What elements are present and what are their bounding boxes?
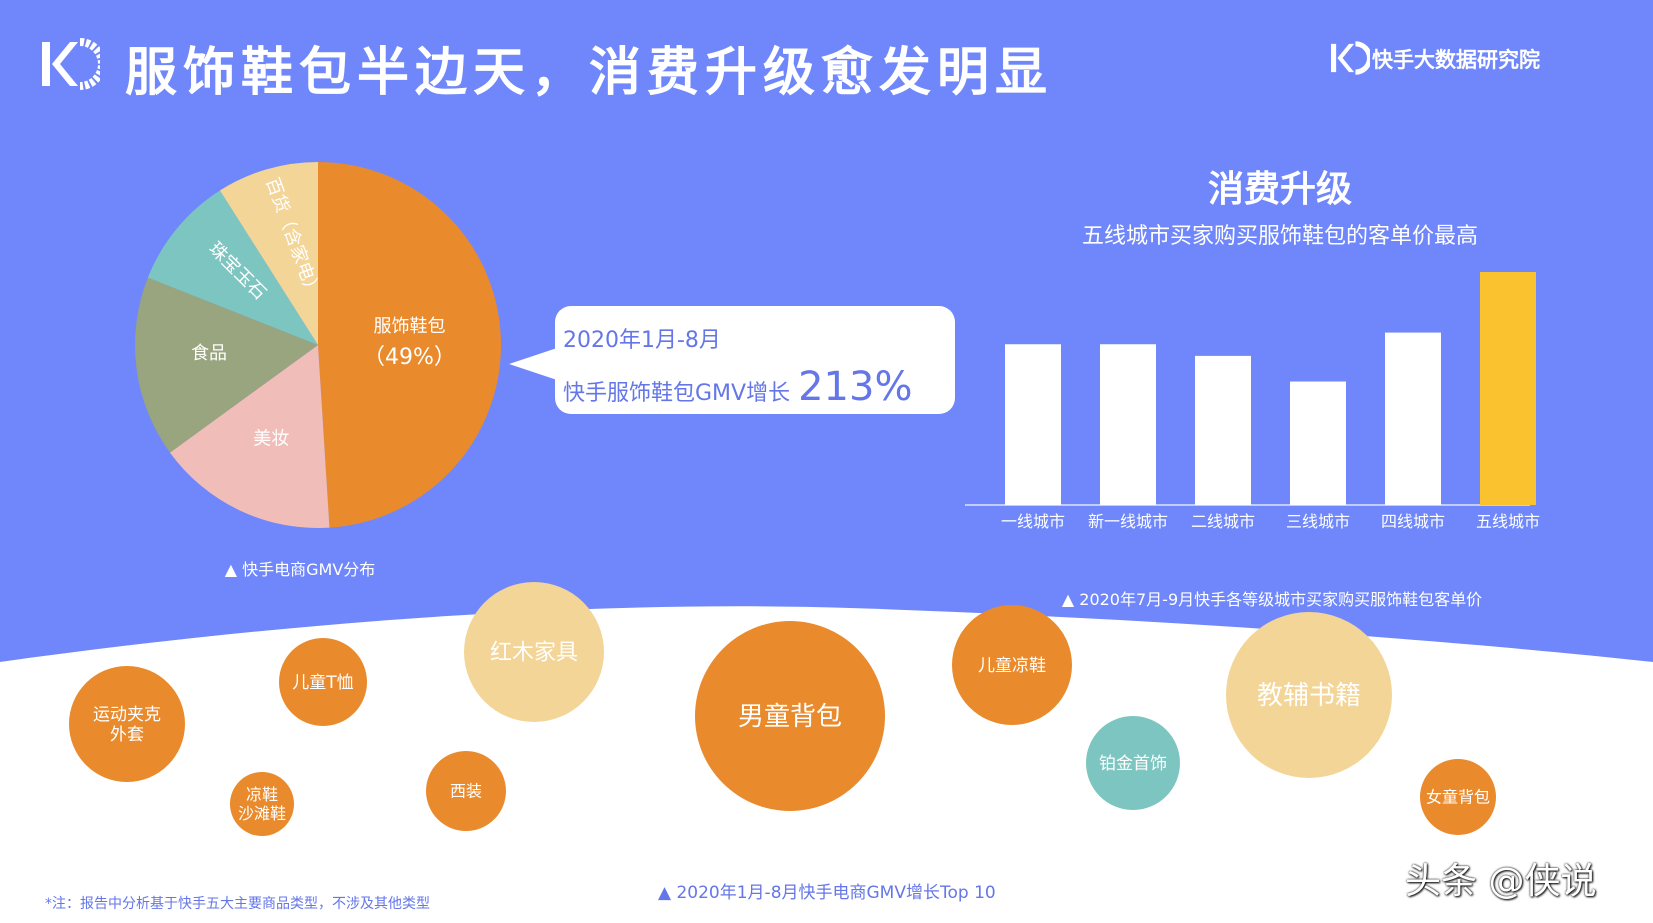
bar-chart-title: 消费升级 xyxy=(1207,169,1352,210)
pie-slice-2 xyxy=(135,277,318,453)
bar-tick-label: 四线城市 xyxy=(1381,512,1445,531)
callout-label: 快手服饰鞋包GMV增长 xyxy=(563,381,791,406)
bubble-1 xyxy=(279,638,367,726)
bar-caption: ▲ 2020年7月-9月快手各等级城市买家购买服饰鞋包客单价 xyxy=(1062,590,1482,609)
gmv-growth-callout: 2020年1月-8月 快手服饰鞋包GMV增长 213% xyxy=(509,306,955,414)
bar-4 xyxy=(1385,332,1441,505)
bubble-7 xyxy=(1086,716,1180,810)
bar-1 xyxy=(1100,344,1156,505)
kuaishou-logo-icon xyxy=(42,38,100,90)
city-tier-bar-chart: 一线城市 新一线城市 二线城市 三线城市 四线城市 五线城市 ▲ 2020年7月-9月快手各… xyxy=(965,272,1540,609)
bubble-0 xyxy=(69,666,185,782)
bubble-label: 儿童凉鞋 xyxy=(978,656,1046,676)
pie-label: 食品 xyxy=(191,343,227,364)
pie-label: 美妆 xyxy=(253,428,289,449)
callout-period: 2020年1月-8月 xyxy=(563,328,721,353)
bar-tick-label: 二线城市 xyxy=(1191,512,1255,531)
bubble-label: 沙滩鞋 xyxy=(238,804,286,823)
page-title: 服饰鞋包半边天，消费升级愈发明显 xyxy=(125,43,1054,103)
bubble-3 xyxy=(230,772,294,836)
watermark: 头条 @侠说 xyxy=(1405,861,1597,902)
bar-5 xyxy=(1480,272,1536,505)
bubble-label: 红木家具 xyxy=(490,641,578,666)
bubble-2 xyxy=(464,582,604,722)
bar-0 xyxy=(1005,344,1061,505)
bubble-8 xyxy=(1226,612,1392,778)
pie-label: 服饰鞋包 xyxy=(373,316,445,337)
callout-highlight: 213% xyxy=(798,364,913,410)
bar-tick-label: 一线城市 xyxy=(1001,512,1065,531)
bar-3 xyxy=(1290,381,1346,505)
bubble-9 xyxy=(1420,759,1496,835)
pie-slice-1 xyxy=(169,345,330,528)
pie-value-label: （49%） xyxy=(363,345,456,370)
brand-logo-icon xyxy=(1331,41,1370,75)
brand-name: 快手大数据研究院 xyxy=(1372,48,1540,72)
pie-caption: ▲ 快手电商GMV分布 xyxy=(225,560,376,579)
bubble-label: 凉鞋 xyxy=(246,785,278,804)
pie-slice-3 xyxy=(147,190,318,345)
bubble-label: 男童背包 xyxy=(738,702,842,732)
pie-slice-0 xyxy=(318,162,502,528)
bar-tick-label: 五线城市 xyxy=(1476,512,1540,531)
bubble-label: 西装 xyxy=(450,782,482,801)
footnote: *注：报告中分析基于快手五大主要商品类型，不涉及其他类型 xyxy=(45,896,430,912)
bubble-chart-caption: ▲ 2020年1月-8月快手电商GMV增长Top 10 xyxy=(658,883,996,903)
callout-text: 快手服饰鞋包GMV增长 213% xyxy=(563,364,912,410)
bar-chart-subtitle: 五线城市买家购买服饰鞋包的客单价最高 xyxy=(1081,224,1478,249)
bar-2 xyxy=(1195,355,1251,505)
bubble-6 xyxy=(952,605,1072,725)
bubble-label: 外套 xyxy=(110,725,144,745)
bubble-4 xyxy=(426,751,506,831)
bubble-label: 铂金首饰 xyxy=(1099,754,1167,774)
bubble-label: 儿童T恤 xyxy=(292,673,353,693)
bubble-label: 教辅书籍 xyxy=(1257,681,1361,711)
bar-tick-label: 新一线城市 xyxy=(1088,512,1168,531)
bubble-label: 运动夹克 xyxy=(93,705,161,725)
bubble-5 xyxy=(695,621,885,811)
bar-tick-label: 三线城市 xyxy=(1286,512,1350,531)
bubble-label: 女童背包 xyxy=(1426,788,1490,807)
pie-slice-4 xyxy=(219,162,318,345)
